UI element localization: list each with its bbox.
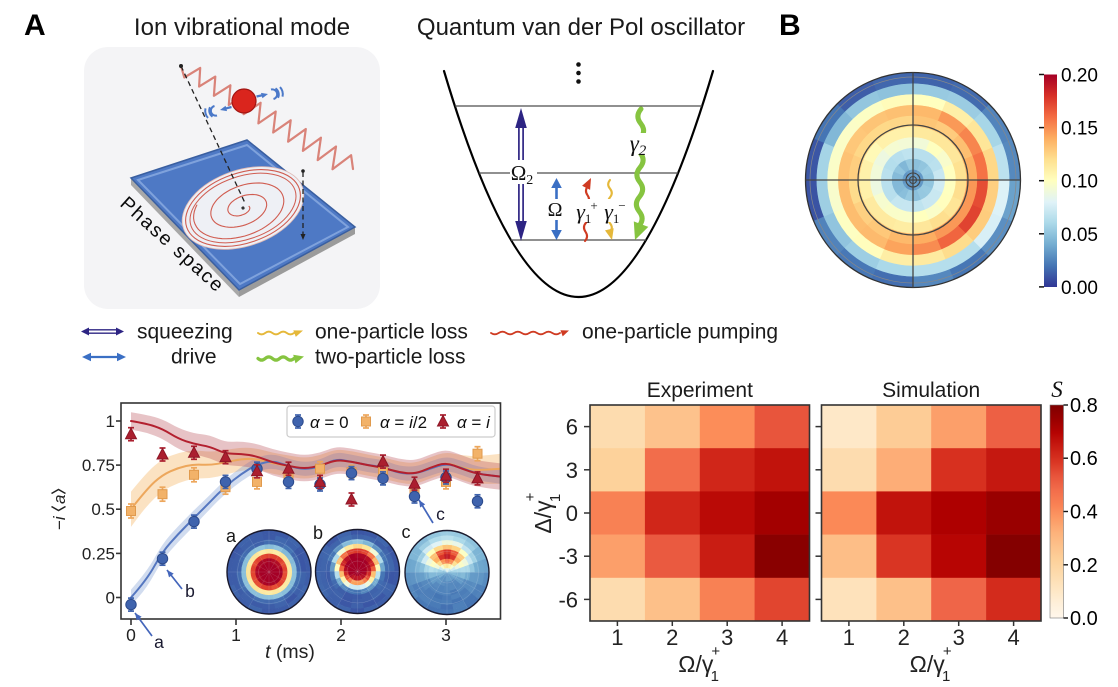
svg-text:Quantum van der Pol oscillator: Quantum van der Pol oscillator — [417, 14, 745, 41]
svg-text:3: 3 — [441, 625, 451, 645]
svg-text:+: + — [711, 643, 720, 660]
svg-text:3: 3 — [566, 458, 578, 483]
svg-text:1: 1 — [547, 494, 564, 502]
svg-text:0.5: 0.5 — [91, 500, 115, 519]
svg-text:0.00: 0.00 — [1061, 278, 1098, 299]
svg-text:squeezing: squeezing — [137, 321, 233, 344]
svg-text:S: S — [1051, 377, 1063, 402]
svg-text:0.75: 0.75 — [82, 456, 115, 475]
svg-text:0.0: 0.0 — [1070, 608, 1098, 630]
svg-text:-6: -6 — [558, 587, 578, 612]
svg-text:1: 1 — [106, 412, 115, 431]
svg-text:B: B — [779, 9, 801, 42]
svg-text:1: 1 — [711, 668, 719, 685]
svg-text:α = i/2: α = i/2 — [380, 413, 427, 432]
svg-text:3: 3 — [953, 625, 965, 650]
svg-text:0: 0 — [106, 589, 115, 608]
svg-text:2: 2 — [666, 625, 678, 650]
svg-text:α = i: α = i — [457, 413, 491, 432]
svg-text:c: c — [402, 522, 411, 542]
svg-text:α = 0: α = 0 — [310, 413, 349, 432]
svg-text:+: + — [943, 643, 952, 660]
svg-text:0.10: 0.10 — [1061, 172, 1098, 193]
svg-text:2: 2 — [336, 625, 346, 645]
svg-text:a: a — [226, 526, 237, 546]
svg-text:6: 6 — [566, 415, 578, 440]
svg-text:4: 4 — [1007, 625, 1019, 650]
svg-text:t (ms): t (ms) — [265, 641, 315, 663]
svg-text:a: a — [154, 632, 164, 652]
svg-text:0.15: 0.15 — [1061, 119, 1098, 140]
svg-text:1: 1 — [942, 668, 950, 685]
svg-text:0.05: 0.05 — [1061, 225, 1098, 246]
svg-text:1: 1 — [843, 625, 855, 650]
svg-text:−i: −i — [50, 515, 69, 530]
svg-text:0.20: 0.20 — [1061, 66, 1098, 87]
svg-text:0: 0 — [566, 501, 578, 526]
svg-text:drive: drive — [171, 346, 217, 369]
svg-text:A: A — [24, 9, 46, 42]
svg-text:one-particle pumping: one-particle pumping — [582, 321, 778, 344]
svg-text:one-particle loss: one-particle loss — [315, 321, 468, 344]
svg-text:Simulation: Simulation — [882, 379, 980, 402]
svg-text:b: b — [313, 523, 323, 543]
svg-text:1: 1 — [231, 625, 241, 645]
svg-text:Experiment: Experiment — [647, 379, 753, 402]
svg-text:4: 4 — [776, 625, 788, 650]
svg-text:Ω/γ: Ω/γ — [678, 651, 714, 677]
svg-text:two-particle loss: two-particle loss — [315, 346, 466, 369]
svg-text:c: c — [436, 504, 445, 524]
svg-text:3: 3 — [721, 625, 733, 650]
svg-text:+: + — [522, 492, 539, 501]
svg-text:0.2: 0.2 — [1070, 555, 1098, 577]
svg-text:0.25: 0.25 — [82, 544, 115, 563]
svg-text:0.6: 0.6 — [1070, 448, 1098, 470]
svg-text:1: 1 — [611, 625, 623, 650]
svg-text:Ion vibrational mode: Ion vibrational mode — [134, 14, 350, 41]
svg-text:Ω/γ: Ω/γ — [910, 651, 946, 677]
svg-text:Ω: Ω — [548, 199, 563, 221]
svg-text:0: 0 — [126, 625, 136, 645]
svg-text:0.4: 0.4 — [1070, 502, 1098, 524]
svg-text:2: 2 — [898, 625, 910, 650]
svg-text:0.8: 0.8 — [1070, 395, 1098, 417]
svg-text:-3: -3 — [558, 544, 578, 569]
svg-text:b: b — [185, 581, 195, 601]
svg-text:Δ/γ: Δ/γ — [530, 500, 556, 534]
svg-text:a: a — [50, 495, 69, 504]
